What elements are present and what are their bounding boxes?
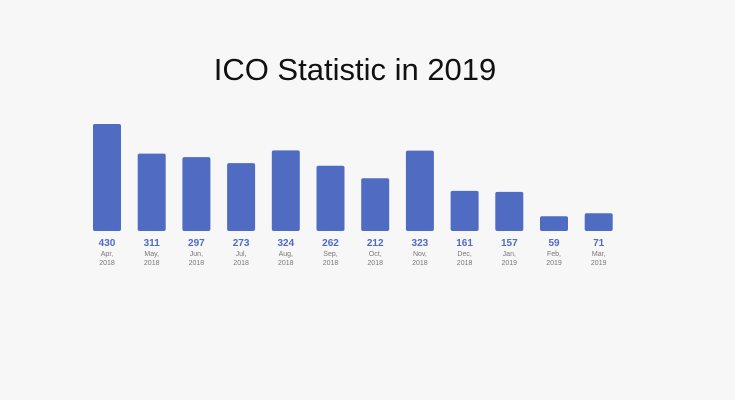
value-label-3: 273 — [233, 238, 250, 249]
value-label-1: 311 — [144, 238, 161, 249]
category-label-7-line-0: Nov, — [413, 251, 427, 258]
category-label-5-line-1: 2018 — [323, 260, 339, 267]
bar-3 — [227, 163, 256, 231]
bar-4 — [271, 150, 300, 231]
category-label-6-line-0: Oct, — [369, 251, 382, 258]
value-label-5: 262 — [322, 238, 339, 249]
category-label-6-line-1: 2018 — [367, 260, 383, 267]
category-label-0-line-0: Apr, — [101, 251, 114, 258]
bar-8 — [450, 190, 479, 231]
category-label-10-line-1: 2019 — [546, 260, 562, 267]
bar-10 — [540, 216, 568, 231]
chart-title: ICO Statistic in 2019 — [213, 52, 497, 87]
value-label-7: 323 — [412, 238, 429, 249]
category-label-9-line-0: Jan, — [503, 251, 516, 258]
category-label-4-line-1: 2018 — [278, 260, 294, 267]
category-label-4-line-0: Aug, — [279, 251, 293, 258]
bar-7 — [405, 150, 434, 231]
bars-group — [93, 124, 613, 231]
bar-9 — [495, 191, 524, 231]
bar-6 — [361, 178, 390, 231]
category-label-1-line-1: 2018 — [144, 260, 160, 267]
category-label-5-line-0: Sep, — [323, 251, 337, 258]
value-label-8: 161 — [456, 238, 473, 249]
category-label-8-line-0: Dec, — [457, 251, 471, 258]
category-label-3-line-1: 2018 — [233, 260, 249, 267]
value-label-9: 157 — [501, 238, 518, 249]
category-label-2-line-0: Jun, — [190, 251, 203, 258]
value-label-6: 212 — [367, 238, 384, 249]
category-label-0-line-1: 2018 — [99, 260, 115, 267]
category-label-2-line-1: 2018 — [189, 260, 205, 267]
value-label-10: 59 — [548, 238, 560, 249]
category-label-10-line-0: Feb, — [547, 251, 561, 258]
bar-0 — [93, 124, 121, 231]
category-label-9-line-1: 2019 — [502, 260, 518, 267]
category-label-8-line-1: 2018 — [457, 260, 473, 267]
bar-11 — [584, 213, 613, 231]
value-label-2: 297 — [188, 238, 205, 249]
bar-5 — [316, 165, 345, 231]
category-label-7-line-1: 2018 — [412, 260, 428, 267]
category-label-11-line-0: Mar, — [592, 251, 606, 258]
bar-1 — [137, 153, 166, 231]
value-label-11: 71 — [593, 238, 605, 249]
category-label-11-line-1: 2019 — [591, 260, 607, 267]
value-label-0: 430 — [99, 238, 116, 249]
category-label-1-line-0: May, — [144, 251, 159, 258]
value-label-4: 324 — [277, 238, 294, 249]
labels-group: 430 Apr, 2018 311 May, 2018 297 Jun, 2018 273 Jul,… — [99, 238, 607, 267]
category-label-3-line-0: Jul, — [236, 251, 247, 258]
bar-2 — [182, 157, 211, 231]
